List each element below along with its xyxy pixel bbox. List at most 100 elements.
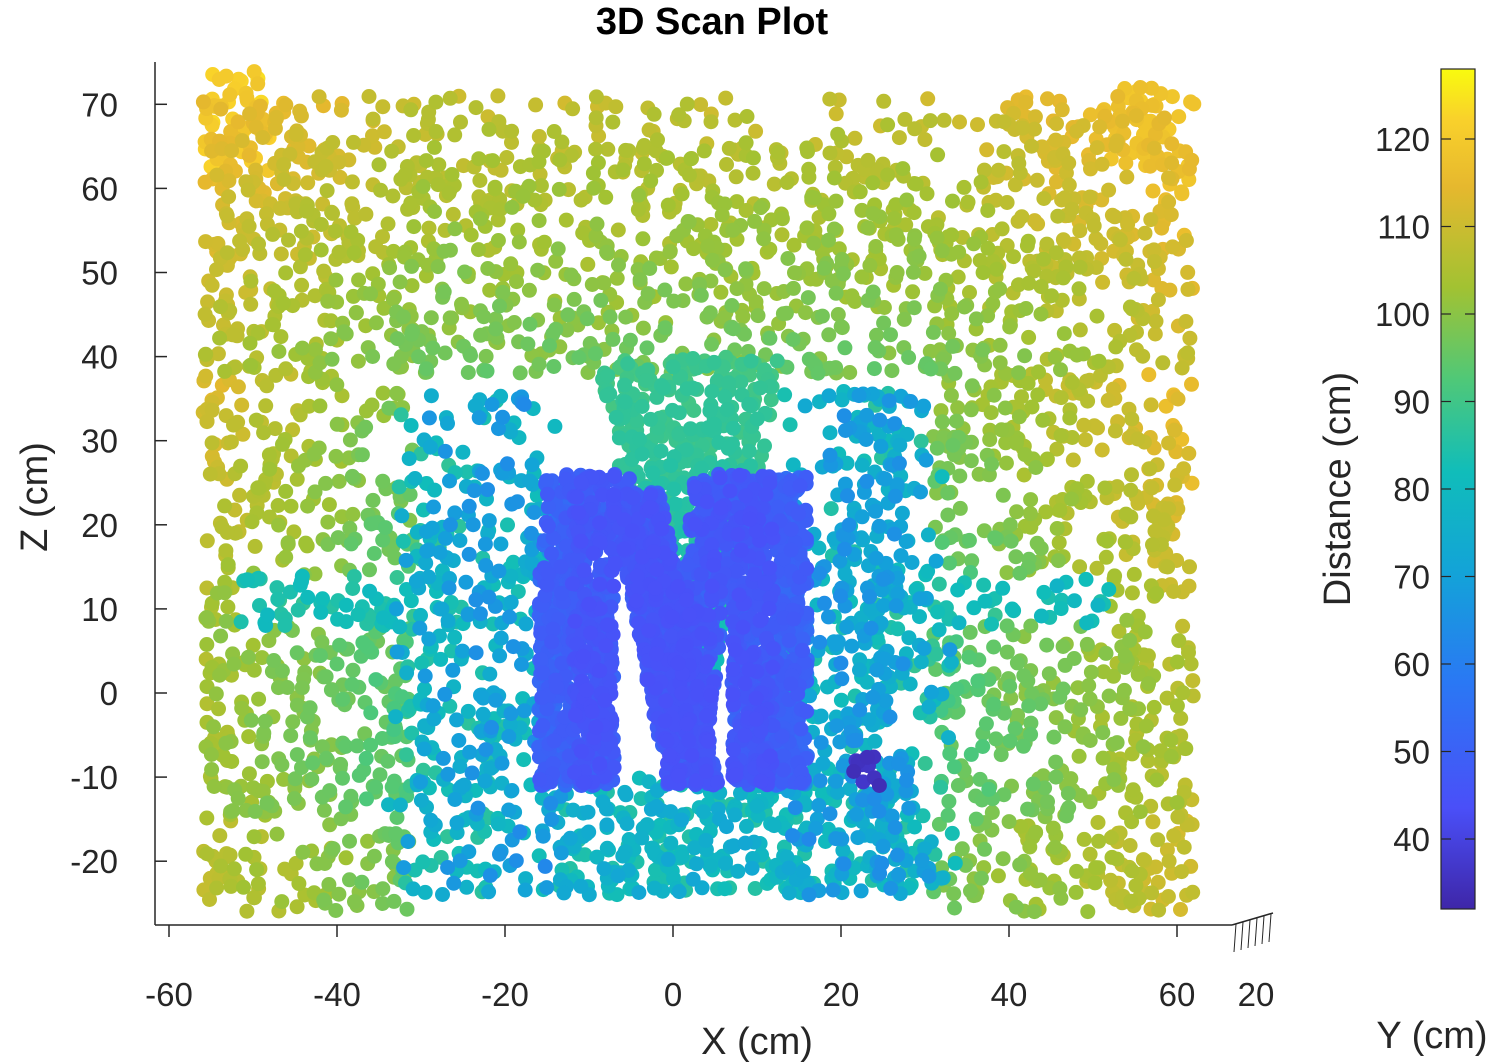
scatter-point [531, 129, 547, 144]
scatter-point [492, 846, 507, 862]
scatter-point [1184, 152, 1200, 168]
scatter-point [686, 403, 702, 418]
scatter-point [1054, 102, 1070, 118]
scatter-point [589, 216, 605, 232]
scatter-point [199, 696, 215, 712]
scatter-point [197, 174, 213, 190]
scatter-point [1182, 559, 1197, 575]
scatter-point [218, 735, 234, 751]
scatter-point [246, 662, 262, 678]
scatter-point [354, 874, 370, 890]
scatter-point [883, 327, 898, 343]
scatter-point [1053, 890, 1069, 906]
scatter-point [703, 217, 719, 232]
scatter-point [952, 114, 967, 130]
scatter-point [867, 340, 883, 355]
scatter-point [1023, 492, 1039, 508]
scatter-point [210, 346, 226, 362]
scatter-point [837, 541, 852, 557]
scatter-point [503, 594, 519, 610]
scatter-point [302, 700, 318, 716]
scatter-point [816, 595, 832, 611]
scatter-point [295, 844, 311, 860]
scatter-point [286, 791, 302, 807]
scatter-point [480, 482, 495, 498]
scatter-point [266, 283, 282, 299]
scatter-point [304, 771, 320, 787]
scatter-point [1007, 177, 1023, 193]
scatter-point [961, 649, 977, 665]
scatter-point [908, 176, 924, 192]
scatter-point [1061, 155, 1077, 171]
scatter-point [717, 856, 733, 871]
scatter-point [1069, 863, 1085, 879]
scatter-point [828, 831, 844, 847]
scatter-point [386, 722, 402, 738]
scatter-point [283, 728, 299, 744]
scatter-point [999, 565, 1015, 581]
scatter-point [689, 856, 704, 872]
scatter-point [1033, 306, 1049, 322]
scatter-point [226, 656, 242, 672]
scatter-point [954, 841, 970, 857]
scatter-point [933, 779, 949, 795]
scatter-point [338, 799, 354, 815]
scatter-point [828, 636, 844, 652]
scatter-point [526, 505, 542, 520]
scatter-point [725, 321, 741, 337]
scatter-point [986, 639, 1002, 655]
scatter-point [312, 398, 328, 414]
scatter-point [913, 484, 928, 500]
scatter-point [1122, 632, 1138, 648]
scatter-point [983, 405, 999, 421]
scatter-point [428, 94, 444, 110]
scatter-point [375, 881, 391, 897]
scatter-point [551, 181, 567, 197]
scatter-point [285, 714, 301, 730]
scatter-point [1064, 491, 1079, 507]
scatter-point [222, 87, 238, 103]
scatter-point [294, 680, 310, 696]
scatter-point [649, 799, 665, 815]
scatter-point [328, 903, 344, 918]
scatter-point [812, 634, 828, 650]
scatter-point [720, 440, 736, 456]
scatter-point [605, 331, 621, 347]
scatter-point [1166, 584, 1181, 599]
scatter-point [821, 232, 836, 248]
scatter-point [923, 361, 939, 377]
scatter-point [484, 720, 499, 735]
scatter-point [363, 516, 379, 532]
scatter-point [241, 766, 257, 782]
scatter-point [444, 167, 460, 182]
scatter-point [442, 310, 458, 326]
scatter-point [735, 309, 751, 325]
scatter-point [280, 535, 296, 551]
scatter-point [425, 340, 441, 356]
scatter-point [430, 177, 446, 193]
scatter-point [833, 655, 849, 671]
scatter-point [1046, 729, 1062, 745]
scatter-point [1146, 140, 1162, 156]
scatter-point [850, 830, 866, 846]
scatter-point [1118, 506, 1134, 522]
scatter-point [945, 193, 960, 209]
scatter-point [770, 144, 786, 160]
scatter-point [1021, 329, 1037, 345]
scatter-point [363, 737, 379, 753]
scatter-point [226, 417, 241, 433]
scatter-point [973, 174, 989, 190]
scatter-point [407, 471, 423, 486]
scatter-point [738, 203, 754, 218]
scatter-point [875, 838, 891, 854]
scatter-point [208, 686, 224, 702]
scatter-point [748, 123, 764, 139]
scatter-point [940, 485, 956, 501]
chart-title: 3D Scan Plot [596, 1, 829, 43]
scatter-point [219, 525, 235, 540]
scatter-point [537, 858, 553, 874]
scatter-point [996, 114, 1012, 130]
scatter-point [1132, 804, 1148, 820]
scatter-point [1050, 208, 1066, 224]
scatter-point [504, 123, 520, 139]
